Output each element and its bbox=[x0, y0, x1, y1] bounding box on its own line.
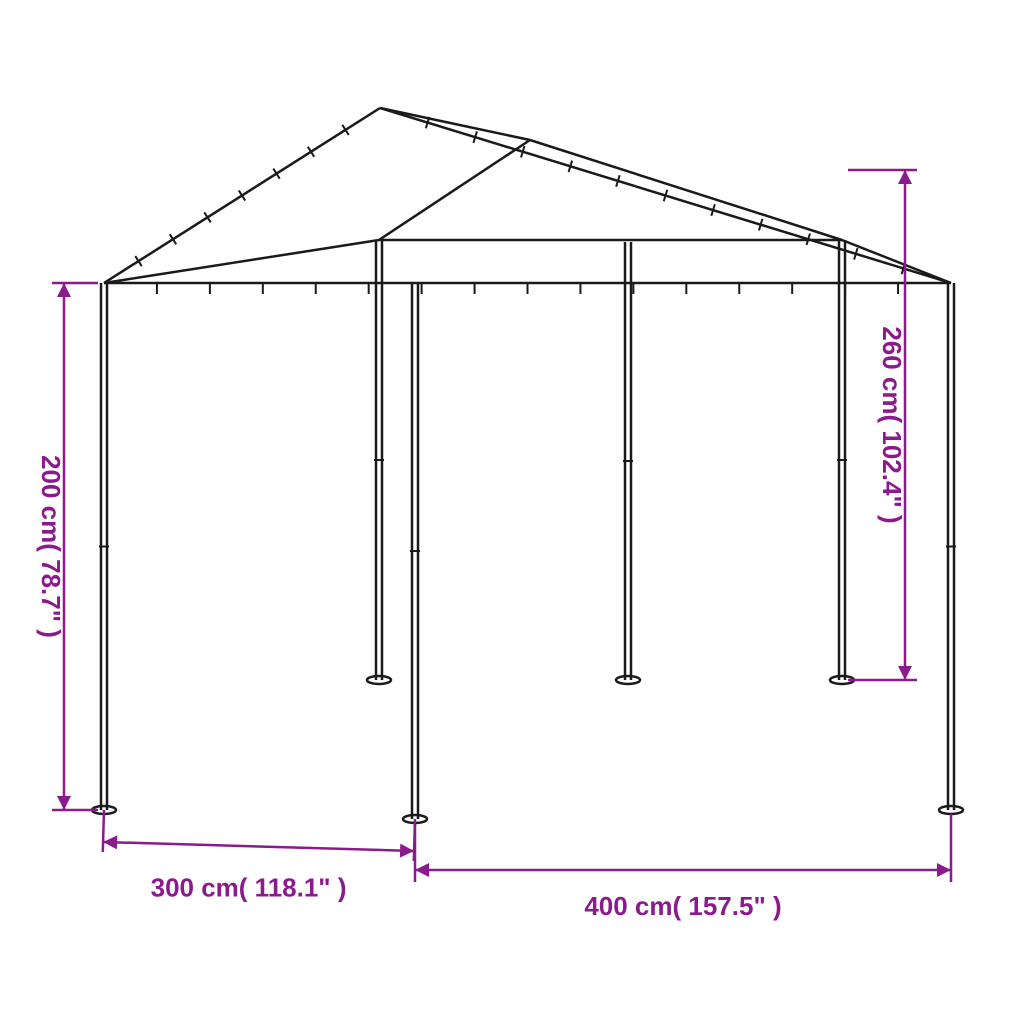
dim-label-depth: 300 cm( 118.1" ) bbox=[151, 872, 347, 902]
dim-label-width: 400 cm( 157.5" ) bbox=[584, 891, 781, 921]
tent-dimension-diagram: 200 cm( 78.7" ) 260 cm( 102.4" ) 400 cm( 1… bbox=[0, 0, 1024, 1024]
dim-label-height-right: 260 cm( 102.4" ) bbox=[877, 326, 907, 523]
dim-label-height-left: 200 cm( 78.7" ) bbox=[36, 455, 66, 638]
